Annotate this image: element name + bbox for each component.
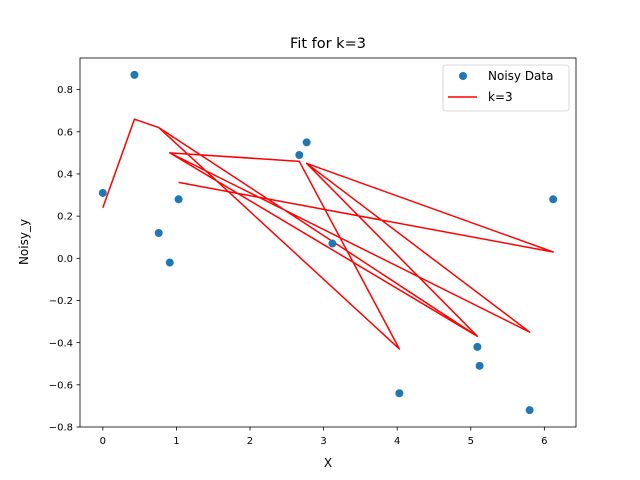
data-point [174,195,183,204]
x-tick-label: 6 [541,436,547,447]
data-point [328,239,337,248]
y-tick-label: 0.8 [57,85,73,96]
legend-marker-0 [459,72,467,80]
data-point [525,406,534,415]
data-point [473,342,482,351]
legend: Noisy Data k=3 [442,64,570,112]
y-tick-label: 0.2 [57,212,73,223]
x-axis-label: X [324,456,332,470]
data-point [549,195,558,204]
x-tick-label: 1 [173,436,179,447]
y-tick-label: 0.6 [57,127,73,138]
data-point [295,150,304,159]
axes-frame [79,57,577,428]
data-point [395,389,404,398]
data-point [165,258,174,267]
x-tick-label: 5 [468,436,474,447]
y-tick-label: −0.8 [49,423,73,434]
data-point [475,361,484,370]
legend-label-1: k=3 [488,90,513,104]
x-tick-label: 3 [320,436,326,447]
x-tick-label: 2 [247,436,253,447]
y-tick-label: −0.6 [49,380,73,391]
x-tick-label: 4 [394,436,400,447]
x-tick-label: 0 [100,436,106,447]
series-line-1 [102,118,554,350]
data-point [130,70,139,79]
data-point [302,138,311,147]
y-tick-label: −0.2 [49,296,73,307]
y-tick-label: 0.0 [57,254,73,265]
legend-box [442,64,570,112]
plot-area: 0 1 2 3 4 5 6 −0.8 −0.6 −0.4 −0.2 0.0 0.2 0.4 0.6 0.8 No… [49,57,577,447]
y-tick-label: −0.4 [49,338,73,349]
y-axis-label: Noisy_y [17,219,31,265]
chart-title: Fit for k=3 [290,36,366,52]
data-point [154,229,163,238]
legend-label-0: Noisy Data [488,69,553,83]
data-point [98,188,107,197]
y-tick-label: 0.4 [57,170,73,181]
